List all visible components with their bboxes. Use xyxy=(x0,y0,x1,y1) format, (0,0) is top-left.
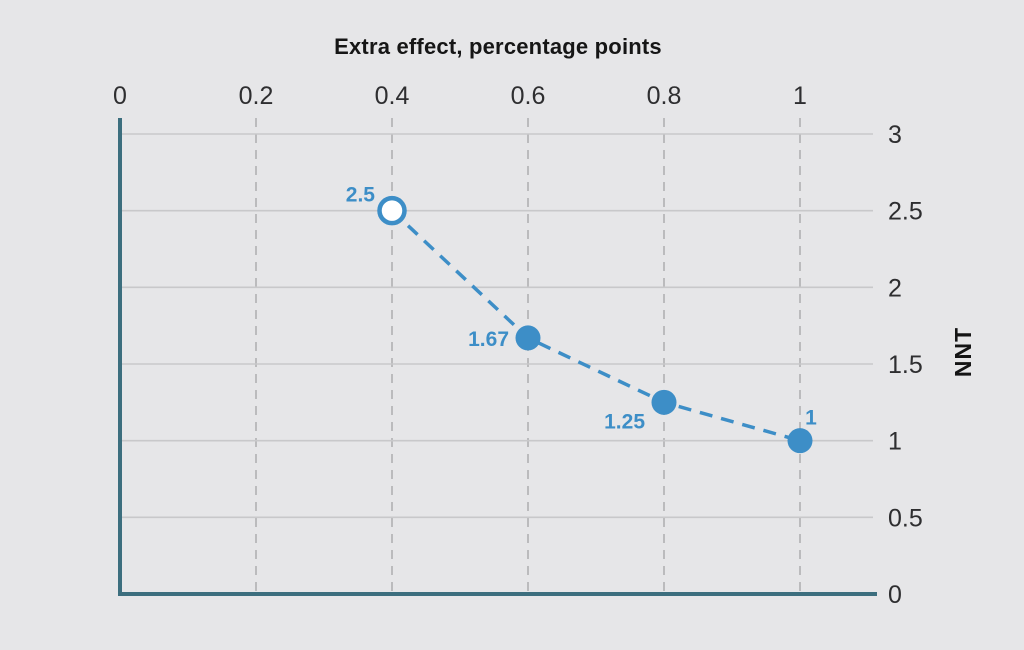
y-axis-title: NNT xyxy=(949,326,976,378)
x-tick-label: 0.8 xyxy=(647,82,682,110)
x-tick-label: 0 xyxy=(113,82,127,110)
x-tick-label: 0.2 xyxy=(239,82,274,110)
data-point-0.6 xyxy=(515,325,541,351)
x-tick-label: 0.4 xyxy=(375,82,410,110)
y-tick-label: 0.5 xyxy=(888,504,923,532)
x-tick-label: 0.6 xyxy=(511,82,546,110)
y-tick-label: 3 xyxy=(888,121,902,149)
data-point-label: 1.67 xyxy=(468,328,509,351)
x-tick-label: 1 xyxy=(793,82,807,110)
data-point-label: 1.25 xyxy=(604,410,645,433)
y-tick-label: 0 xyxy=(888,581,902,609)
y-tick-label: 2.5 xyxy=(888,198,923,226)
x-axis-title: Extra effect, percentage points xyxy=(334,34,662,59)
data-point-0.8 xyxy=(651,389,677,415)
data-point-label: 1 xyxy=(805,407,817,430)
data-point-1 xyxy=(787,428,813,454)
y-tick-label: 2 xyxy=(888,274,902,302)
data-point-0.4 xyxy=(377,195,407,226)
data-point-label: 2.5 xyxy=(346,184,376,207)
y-tick-label: 1 xyxy=(888,428,902,456)
data-line xyxy=(390,209,801,443)
y-tick-label: 1.5 xyxy=(888,351,923,379)
